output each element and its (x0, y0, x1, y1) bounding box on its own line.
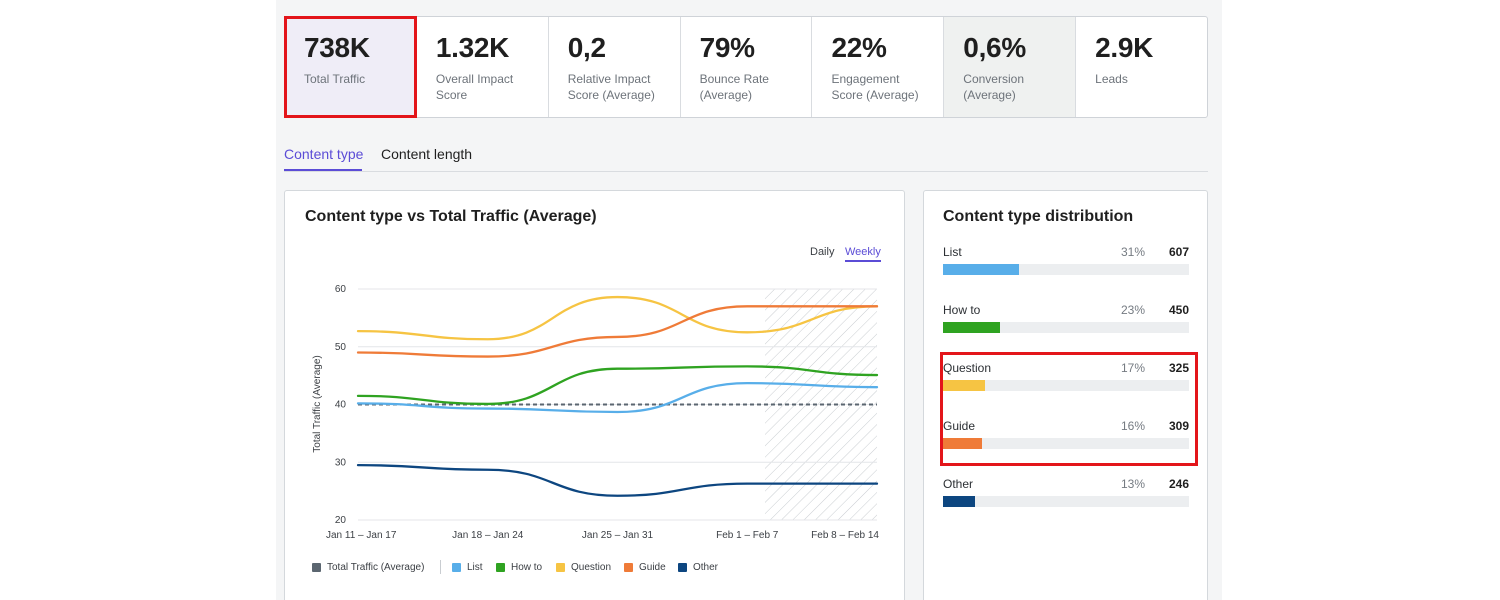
toggle-weekly[interactable]: Weekly (845, 246, 881, 262)
legend-item-how-to[interactable]: How to (496, 562, 542, 573)
tab-content-length[interactable]: Content length (381, 146, 473, 162)
chart-title: Content type vs Total Traffic (Average) (305, 208, 597, 225)
distribution-label: List (943, 245, 962, 259)
distribution-bar-track (943, 380, 1189, 391)
distribution-bar-track (943, 264, 1189, 275)
distribution-count: 450 (1168, 303, 1189, 317)
distribution-percent: 31% (1120, 245, 1145, 259)
metric-engagement-score[interactable]: 22% Engagement Score (Average) (812, 17, 945, 117)
distribution-bar-track (943, 496, 1189, 507)
distribution-percent: 16% (1120, 419, 1145, 433)
distribution-row-guide: Guide 16% 309 (943, 419, 1189, 459)
metric-leads[interactable]: 2.9K Leads (1076, 17, 1207, 117)
metrics-strip: 738K Total Traffic 1.32K Overall Impact … (284, 16, 1208, 118)
metric-conversion[interactable]: 0,6% Conversion (Average) (944, 17, 1077, 117)
distribution-title: Content type distribution (943, 208, 1134, 225)
distribution-row-how-to: How to 23% 450 (943, 303, 1189, 343)
legend-item-question[interactable]: Question (556, 562, 611, 573)
legend-label: Question (571, 562, 612, 573)
distribution-count: 246 (1168, 477, 1189, 491)
legend-label: List (467, 562, 483, 573)
metric-overall-impact-score[interactable]: 1.32K Overall Impact Score (417, 17, 549, 117)
distribution-row-list: List 31% 607 (943, 245, 1189, 285)
legend-swatch (496, 563, 505, 572)
distribution-row-other: Other 13% 246 (943, 477, 1189, 517)
metric-label: Leads (1095, 72, 1128, 86)
distribution-percent: 17% (1120, 361, 1145, 375)
legend-swatch (452, 563, 461, 572)
metric-label: Bounce Rate (Average) (699, 72, 769, 102)
active-tab-indicator (284, 169, 362, 171)
distribution-label: Guide (943, 419, 976, 433)
distribution-label: How to (943, 303, 981, 317)
distribution-count: 607 (1168, 245, 1189, 259)
distribution-row-question: Question 17% 325 (943, 361, 1189, 401)
metric-relative-impact-score[interactable]: 0,2 Relative Impact Score (Average) (549, 17, 681, 117)
metric-label: Overall Impact Score (435, 72, 514, 102)
metric-label: Engagement Score (Average) (831, 72, 919, 102)
distribution-bar-fill (943, 438, 983, 449)
legend-item-guide[interactable]: Guide (624, 562, 666, 573)
distribution-label: Other (943, 477, 974, 491)
metric-value: 0,2 (567, 32, 606, 63)
highlight-annotation-box (940, 352, 1198, 466)
legend-label: Other (693, 562, 719, 573)
distribution-bar-track (943, 438, 1189, 449)
distribution-percent: 23% (1120, 303, 1145, 317)
legend-swatch (556, 563, 565, 572)
legend-swatch (624, 563, 633, 572)
distribution-card (923, 190, 1208, 600)
metric-value: 22% (831, 32, 887, 63)
distribution-bar-fill (943, 380, 985, 391)
distribution-count: 325 (1168, 361, 1189, 375)
metric-total-traffic[interactable]: 738K Total Traffic (284, 16, 417, 118)
metric-value: 1.32K (435, 32, 510, 63)
metric-label: Total Traffic (304, 72, 366, 86)
metric-value: 79% (699, 32, 755, 63)
metric-bounce-rate[interactable]: 79% Bounce Rate (Average) (681, 17, 813, 117)
distribution-bar-fill (943, 496, 975, 507)
legend-label: Total Traffic (Average) (327, 562, 425, 573)
metric-value: 0,6% (963, 32, 1026, 63)
legend-swatch (312, 563, 321, 572)
legend-divider (440, 560, 441, 574)
metric-label: Conversion (Average) (963, 72, 1024, 102)
metric-label: Relative Impact Score (Average) (567, 72, 655, 102)
legend-item-total-traffic[interactable]: Total Traffic (Average) (312, 562, 424, 573)
distribution-bar-fill (943, 264, 1020, 275)
legend-label: Guide (639, 562, 666, 573)
legend-swatch (678, 563, 687, 572)
toggle-daily[interactable]: Daily (810, 246, 835, 258)
distribution-count: 309 (1168, 419, 1189, 433)
distribution-percent: 13% (1120, 477, 1145, 491)
legend-item-other[interactable]: Other (678, 562, 718, 573)
metric-value: 738K (304, 32, 370, 63)
legend-label: How to (511, 562, 543, 573)
legend-item-list[interactable]: List (452, 562, 483, 573)
content-tabs: Content type Content length (284, 138, 1208, 172)
distribution-bar-fill (943, 322, 1000, 333)
metric-value: 2.9K (1095, 32, 1154, 63)
tab-content-type[interactable]: Content type (284, 146, 364, 162)
distribution-bar-track (943, 322, 1189, 333)
distribution-label: Question (943, 361, 992, 375)
